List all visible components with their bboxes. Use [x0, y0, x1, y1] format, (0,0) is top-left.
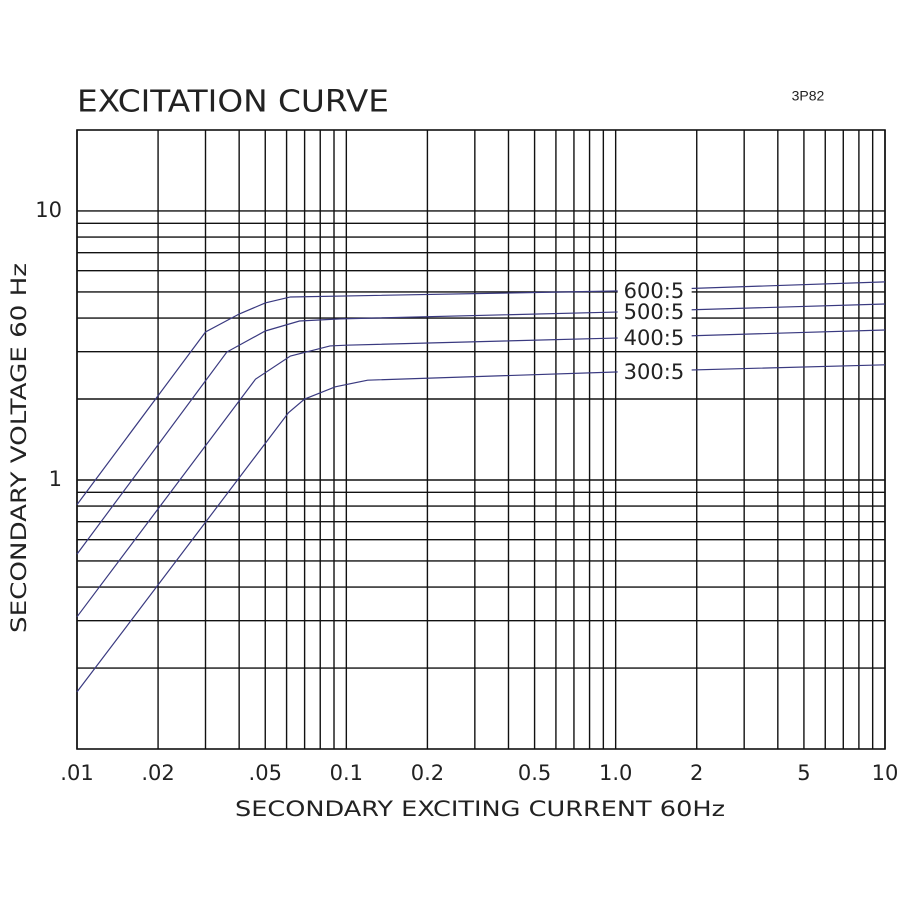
legend-label: 600:5 [624, 279, 685, 303]
x-tick-label: 2 [690, 761, 703, 785]
x-tick-label: .01 [60, 761, 93, 785]
x-tick-label: .02 [141, 761, 174, 785]
series-line [76, 303, 886, 555]
legend-label-bg [617, 327, 692, 350]
legend-label: 300:5 [624, 360, 685, 384]
chart-title: EXCITATION CURVE [77, 85, 389, 120]
x-tick-label: .05 [249, 761, 282, 785]
x-tick-label: 1.0 [599, 761, 632, 785]
legend-label: 500:5 [624, 300, 685, 324]
series-line [76, 329, 886, 618]
legend-label: 400:5 [624, 326, 685, 350]
x-tick-label: 5 [797, 761, 810, 785]
x-axis-title: SECONDARY EXCITING CURRENT 60Hz [235, 797, 725, 821]
y-tick-label: 10 [35, 198, 62, 222]
chart-subtitle: 3P82 [792, 88, 825, 104]
plot-frame [76, 129, 886, 750]
x-tick-label: 10 [872, 761, 899, 785]
legend-label-bg [617, 280, 692, 303]
y-axis-title: SECONDARY VOLTAGE 60 Hz [7, 263, 31, 633]
series-line [76, 281, 886, 505]
series-line [76, 364, 886, 693]
y-tick-label: 1 [49, 467, 62, 491]
legend-label-bg [617, 301, 692, 324]
x-tick-label: 0.1 [330, 761, 363, 785]
x-tick-label: 0.2 [411, 761, 444, 785]
x-tick-label: 0.5 [518, 761, 551, 785]
legend-label-bg [617, 361, 692, 384]
